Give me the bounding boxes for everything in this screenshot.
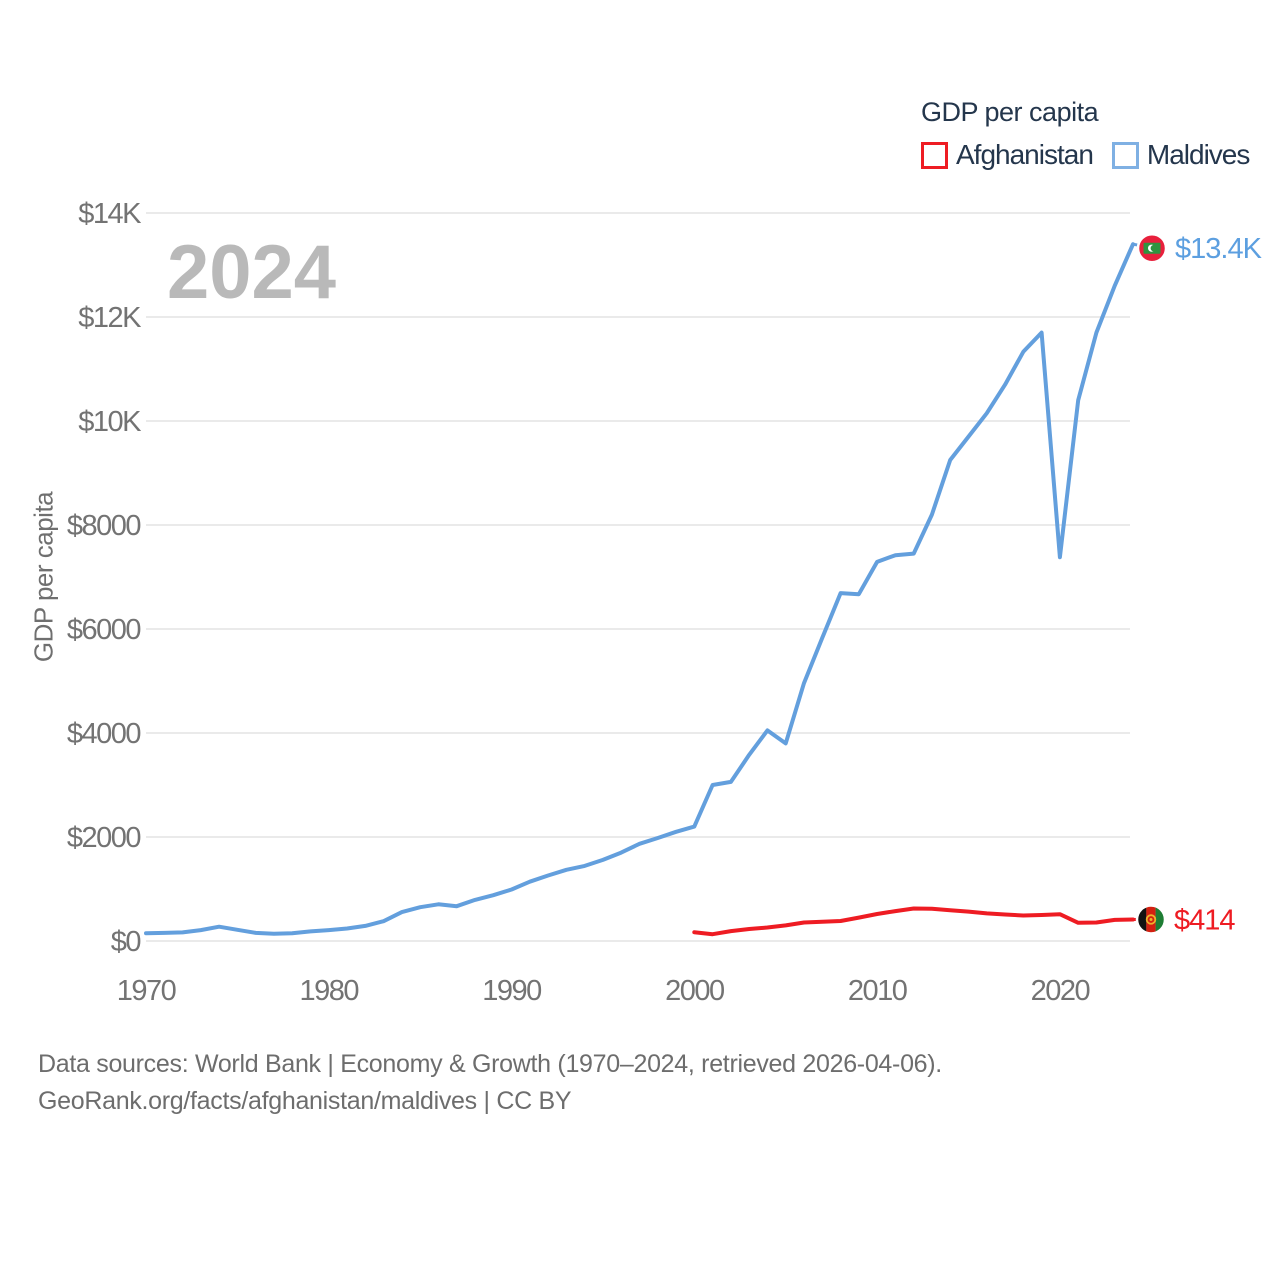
afghanistan-flag-icon — [1135, 904, 1167, 935]
afghanistan-line — [692, 906, 1135, 937]
afghanistan-end-label: $414 — [1174, 904, 1235, 936]
y-tick-labels: $0 $2000 $4000 $6000 $8000 $10K $12K $14K — [67, 198, 144, 958]
series-lines — [144, 242, 1135, 937]
legend-item-afghanistan[interactable]: Afghanistan — [921, 139, 1094, 171]
legend-item-label: Maldives — [1146, 139, 1250, 170]
footer: Data sources: World Bank | Economy & Gro… — [38, 1046, 942, 1120]
legend: GDP per capita Afghanistan Maldives — [921, 97, 1250, 171]
y-tick-label: $8000 — [67, 510, 141, 542]
x-tick-label: 2000 — [665, 975, 724, 1007]
footer-line1: Data sources: World Bank | Economy & Gro… — [38, 1050, 942, 1078]
y-tick-label: $4000 — [67, 718, 141, 750]
x-tick-label: 2010 — [848, 975, 907, 1007]
maldives-swatch-icon — [1111, 141, 1139, 169]
maldives-end-label: $13.4K — [1175, 233, 1263, 265]
gridlines — [146, 212, 1130, 942]
maldives-line — [144, 242, 1135, 936]
y-tick-label: $2000 — [67, 822, 141, 854]
x-tick-label: 1990 — [482, 975, 541, 1007]
y-tick-label: $14K — [78, 198, 142, 230]
end-leaders — [1132, 242, 1145, 921]
legend-title: GDP per capita — [921, 97, 1099, 127]
legend-item-maldives[interactable]: Maldives — [1111, 139, 1250, 171]
year-watermark: 2024 — [167, 230, 337, 315]
y-tick-label: $6000 — [67, 614, 141, 646]
legend-items: Afghanistan Maldives — [921, 139, 1250, 171]
footer-line2: GeoRank.org/facts/afghanistan/maldives |… — [38, 1087, 572, 1115]
x-tick-labels: 1970 1980 1990 2000 2010 2020 — [117, 975, 1091, 1007]
y-tick-label: $0 — [111, 926, 141, 958]
x-tick-label: 1980 — [300, 975, 359, 1007]
y-tick-label: $12K — [78, 302, 142, 334]
maldives-flag-icon — [1136, 232, 1168, 264]
x-tick-label: 2020 — [1031, 975, 1090, 1007]
afghanistan-swatch-icon — [921, 141, 948, 169]
legend-item-label: Afghanistan — [956, 139, 1094, 170]
y-tick-label: $10K — [78, 406, 142, 438]
x-tick-label: 1970 — [117, 975, 176, 1007]
